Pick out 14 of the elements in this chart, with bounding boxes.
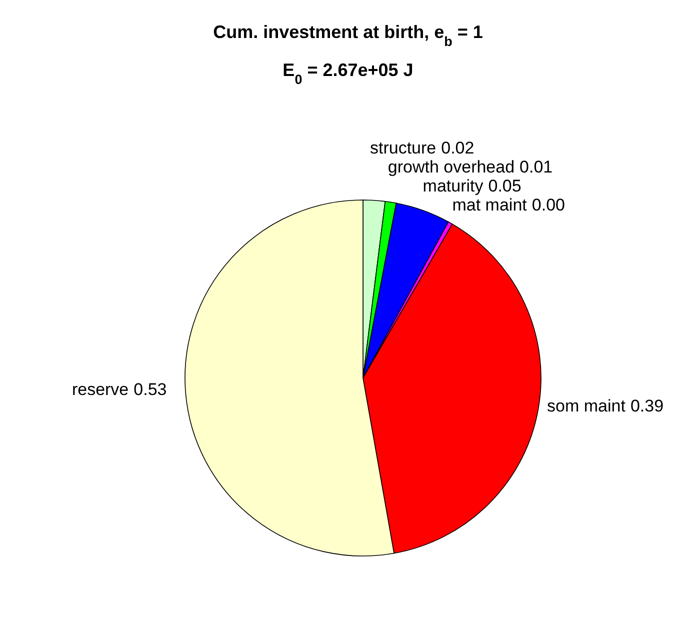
slice-label: som maint bbox=[547, 396, 626, 416]
slice-label: growth overhead bbox=[388, 158, 515, 177]
data-label: 0.53 bbox=[134, 380, 167, 399]
chart-subtitle: E$_{0}$ = 2.67e+05 J bbox=[282, 60, 414, 86]
slice-label: maturity bbox=[422, 176, 484, 196]
slice-label: structure bbox=[370, 138, 436, 158]
data-label: 0.01 bbox=[520, 158, 553, 177]
slice-label: mat maint bbox=[452, 196, 528, 215]
data-label: 0.39 bbox=[630, 396, 664, 416]
data-label: 0.00 bbox=[532, 196, 565, 215]
slice-label: reserve bbox=[72, 380, 129, 399]
chart-title: Cum. investment at birth, e$_{b}$ = 1 bbox=[213, 22, 483, 48]
data-label: 0.02 bbox=[441, 138, 474, 158]
data-label: 0.05 bbox=[488, 176, 522, 196]
